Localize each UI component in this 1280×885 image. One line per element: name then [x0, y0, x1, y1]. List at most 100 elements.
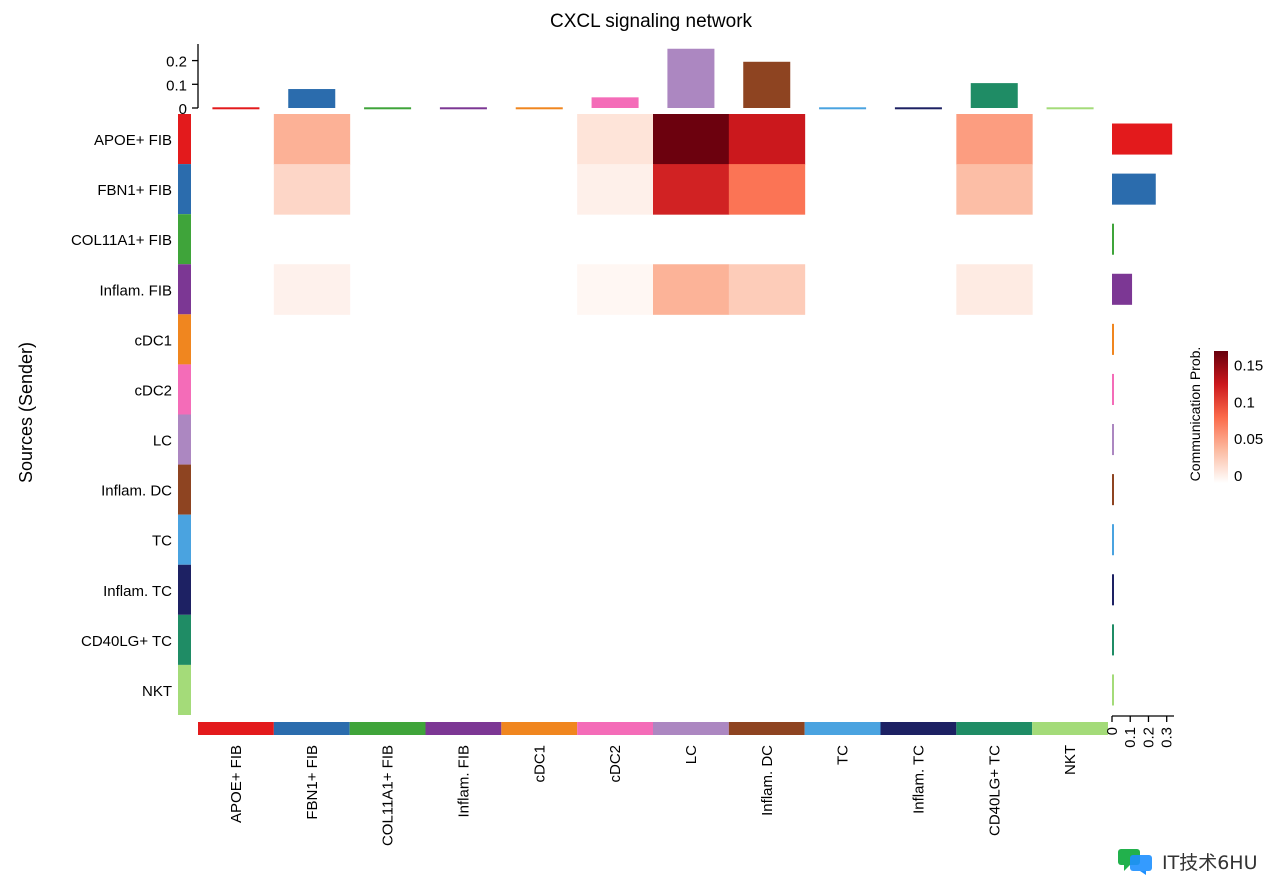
heatmap-cell	[956, 114, 1033, 165]
colorbar-tick-label: 0.1	[1234, 394, 1255, 411]
row-label: LC	[153, 433, 172, 450]
right-bar	[1112, 173, 1156, 205]
col-annotation	[577, 722, 653, 735]
col-label: cDC1	[531, 745, 548, 783]
heatmap-cell	[273, 164, 351, 215]
right-bar	[1112, 574, 1114, 606]
right-bar-tick-label: 0.2	[1140, 727, 1157, 748]
col-annotation	[273, 722, 350, 735]
row-label: APOE+ FIB	[94, 132, 172, 149]
right-bar	[1112, 474, 1114, 506]
right-bar	[1112, 123, 1173, 155]
heatmap-cell	[728, 114, 806, 165]
watermark-text: IT技术6HU	[1162, 851, 1258, 874]
row-annotation	[178, 514, 191, 565]
top-bar	[970, 83, 1018, 108]
row-label: TC	[152, 533, 172, 550]
chat-bubble-logo-icon	[1118, 849, 1152, 875]
top-bar	[591, 97, 639, 108]
col-annotation	[728, 722, 805, 735]
col-label: LC	[683, 745, 700, 764]
row-annotation	[178, 314, 191, 365]
col-annotation	[956, 722, 1033, 735]
heatmap-cell	[728, 164, 806, 215]
right-bar-tick-label: 0.1	[1122, 727, 1139, 748]
row-label: Inflam. FIB	[99, 282, 172, 299]
colorbar-tick-label: 0.05	[1234, 431, 1263, 448]
row-label: cDC1	[134, 332, 172, 349]
heatmap-cell	[653, 264, 730, 315]
colorbar-tick-label: 0	[1234, 468, 1242, 485]
row-label: cDC2	[134, 382, 172, 399]
row-label: FBN1+ FIB	[97, 182, 172, 199]
top-bar	[819, 107, 867, 110]
right-bar-tick-label: 0	[1104, 727, 1121, 735]
right-bar	[1112, 223, 1114, 255]
row-annotation	[178, 164, 191, 215]
top-bar	[515, 107, 563, 110]
heatmap-cell	[956, 264, 1033, 315]
colorbar	[1214, 351, 1228, 483]
row-annotation	[178, 564, 191, 615]
row-label: CD40LG+ TC	[81, 633, 172, 650]
row-annotation	[178, 614, 191, 665]
col-label: Inflam. TC	[910, 745, 927, 814]
heatmap-cell	[728, 264, 806, 315]
col-label: CD40LG+ TC	[986, 745, 1003, 836]
colorbar-tick-label: 0.15	[1234, 357, 1263, 374]
top-bar	[743, 61, 791, 108]
row-annotation	[178, 664, 191, 715]
top-bar	[667, 48, 715, 108]
top-bar	[1046, 107, 1094, 110]
right-bar	[1112, 424, 1114, 456]
top-bar-tick-label: 0.2	[166, 54, 187, 71]
right-bar	[1112, 524, 1114, 556]
top-bar	[364, 107, 412, 110]
right-bar	[1112, 323, 1114, 355]
top-bar	[894, 107, 942, 110]
row-annotation	[178, 364, 191, 415]
row-label: NKT	[142, 683, 172, 700]
col-annotation	[349, 722, 426, 735]
heatmap-cell	[577, 114, 654, 165]
heatmap-cell	[577, 164, 654, 215]
col-annotation	[880, 722, 957, 735]
heatmap-cell	[653, 164, 730, 215]
right-bar-tick-label: 0.3	[1159, 727, 1176, 748]
right-bar	[1112, 674, 1114, 706]
top-bar-tick-label: 0.1	[166, 77, 187, 94]
col-label: NKT	[1062, 745, 1079, 775]
top-bar-tick-label: 0	[179, 101, 187, 118]
col-label: FBN1+ FIB	[304, 745, 321, 820]
col-label: Inflam. DC	[759, 745, 776, 816]
right-bar	[1112, 373, 1114, 405]
colorbar-title: Communication Prob.	[1187, 347, 1203, 482]
top-bar	[439, 107, 487, 110]
heatmap-cell	[273, 264, 351, 315]
col-label: COL11A1+ FIB	[380, 745, 397, 846]
top-bar	[212, 107, 260, 110]
row-annotation	[178, 114, 191, 165]
row-annotation	[178, 264, 191, 315]
col-annotation	[804, 722, 881, 735]
col-annotation	[425, 722, 502, 735]
heatmap-cell	[956, 164, 1033, 215]
heatmap-cell	[577, 264, 654, 315]
col-annotation	[1032, 722, 1108, 735]
col-label: TC	[835, 745, 852, 765]
row-label: Inflam. TC	[103, 583, 172, 600]
watermark: IT技术6HU	[1118, 846, 1258, 876]
y-axis-label: Sources (Sender)	[16, 342, 36, 483]
col-label: cDC2	[607, 745, 624, 783]
right-bar	[1112, 624, 1114, 656]
chart-title: CXCL signaling network	[550, 11, 753, 32]
row-label: COL11A1+ FIB	[71, 232, 172, 249]
row-annotation	[178, 414, 191, 465]
col-annotation	[653, 722, 729, 735]
col-label: Inflam. FIB	[455, 745, 472, 818]
row-annotation	[178, 464, 191, 515]
right-bar	[1112, 273, 1133, 305]
row-label: Inflam. DC	[101, 483, 172, 500]
